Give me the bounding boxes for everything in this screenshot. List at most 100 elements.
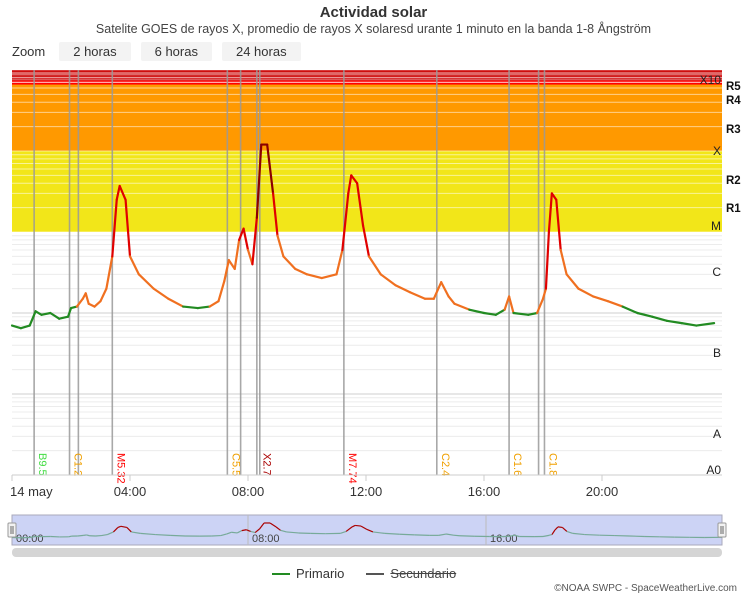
series-segment <box>440 281 450 298</box>
class-label-m: M <box>711 219 721 233</box>
navigator-series <box>286 531 299 534</box>
navigator-series <box>572 532 585 536</box>
series-segment <box>555 198 562 252</box>
flare-label: C2.4 <box>439 453 451 476</box>
navigator-series <box>551 529 556 535</box>
navigator-series <box>360 525 368 531</box>
series-segment <box>28 310 37 327</box>
navigator-handle[interactable] <box>717 522 727 538</box>
class-label-x: X <box>713 144 721 158</box>
series-segment <box>84 292 90 305</box>
series-segment <box>233 238 241 271</box>
radio-blackout-labels: R1 R2 R3 R4 R5 <box>726 81 741 215</box>
navigator-series <box>131 531 141 534</box>
navigator-series <box>170 534 186 537</box>
series-segment <box>115 184 121 201</box>
navigator-series <box>250 530 256 534</box>
navigator-series <box>231 531 238 534</box>
series-segment <box>276 234 285 258</box>
navigator[interactable]: 00:00 08:00 16:00 <box>7 514 727 557</box>
series-segment <box>152 287 170 300</box>
series-segment <box>19 324 31 330</box>
navigator-series <box>113 526 119 533</box>
navigator-series <box>351 524 356 528</box>
flare-label: C1.6 <box>511 453 523 476</box>
flare-labels: B9.5 C1.2 M5.32 C5.5 X2.7 M7.74 C2.4 C1.6 C1.8 <box>36 453 558 484</box>
navigator-series <box>155 533 171 536</box>
navigator-series <box>399 533 415 536</box>
navigator-series <box>453 534 460 537</box>
navigator-series <box>107 531 114 536</box>
series-segment <box>128 255 140 276</box>
navigator-series <box>561 526 568 532</box>
series-segment <box>271 192 279 237</box>
series-segment <box>356 182 365 227</box>
navigator-scrollbar[interactable] <box>12 548 722 557</box>
navigator-series <box>226 531 232 535</box>
chart-subtitle: Satelite GOES de rayos X, promedio de ra… <box>95 22 652 36</box>
flare-label: M5.32 <box>114 453 126 484</box>
zoom-bar: Zoom 2 horas 6 horas 24 horas <box>12 41 301 61</box>
x-tick-label: 20:00 <box>586 484 619 499</box>
navigator-series <box>275 526 281 531</box>
legend-primary[interactable]: Primario <box>272 566 344 581</box>
series-segment <box>409 291 427 300</box>
series-segment <box>535 297 545 315</box>
navigator-label: 16:00 <box>490 533 518 545</box>
legend-secondary[interactable]: Secundario <box>366 566 456 581</box>
series-segment <box>266 143 275 195</box>
series-segment <box>432 281 443 300</box>
navigator-series <box>384 532 400 535</box>
series-segment <box>447 295 456 305</box>
series-segment <box>99 287 108 303</box>
series-segment <box>320 273 338 280</box>
navigator-series <box>86 534 90 537</box>
navigator-series <box>140 532 156 536</box>
flare-label: M7.74 <box>346 453 358 484</box>
band-extreme <box>12 70 722 81</box>
series-segment <box>227 258 236 271</box>
navigator-series <box>280 529 287 533</box>
class-label-a0: A0 <box>706 463 721 477</box>
series-segment <box>507 295 515 315</box>
radio-label-r4: R4 <box>726 95 741 107</box>
navigator-series <box>241 529 247 532</box>
x-axis: 14 may 04:00 08:00 12:00 16:00 20:00 <box>10 474 722 499</box>
series-segment <box>75 297 84 308</box>
series-segment <box>118 184 127 201</box>
navigator-series <box>414 534 430 536</box>
navigator-series <box>259 522 265 530</box>
class-labels: A0 A B C M X X10 <box>700 73 722 477</box>
x-tick-label: 12:00 <box>350 484 383 499</box>
gridlines <box>12 69 722 476</box>
radio-label-r2: R2 <box>726 175 741 187</box>
navigator-series <box>548 533 553 536</box>
zoom-6h-button[interactable]: 6 horas <box>140 41 212 61</box>
primary-series <box>10 143 716 330</box>
series-segment <box>577 287 595 298</box>
band-m <box>12 151 722 232</box>
series-segment <box>242 227 250 252</box>
series-segment <box>512 311 530 316</box>
series-segment <box>379 273 397 287</box>
series-segment <box>367 255 382 276</box>
credit: ©NOAA SWPC - SpaceWeatherLive.com <box>554 583 737 594</box>
radio-label-r5: R5 <box>726 81 741 93</box>
zoom-24h-button[interactable]: 24 horas <box>221 41 301 61</box>
legend-primary-label: Primario <box>296 566 345 581</box>
navigator-series <box>566 530 574 534</box>
zoom-label: Zoom <box>12 43 46 59</box>
navigator-series <box>584 533 600 536</box>
navigator-series <box>126 526 132 533</box>
navigator-series <box>372 531 385 534</box>
legend-primary-swatch <box>272 572 290 575</box>
zoom-2h-button[interactable]: 2 horas <box>59 41 131 61</box>
series-segment <box>544 230 551 290</box>
series-segment <box>621 305 639 315</box>
series-segment <box>223 258 230 282</box>
series-segment <box>482 311 497 316</box>
chart-title: Actividad solar <box>319 4 428 21</box>
navigator-handle[interactable] <box>7 522 17 538</box>
series-segment <box>34 310 43 316</box>
series-segment <box>592 295 610 303</box>
